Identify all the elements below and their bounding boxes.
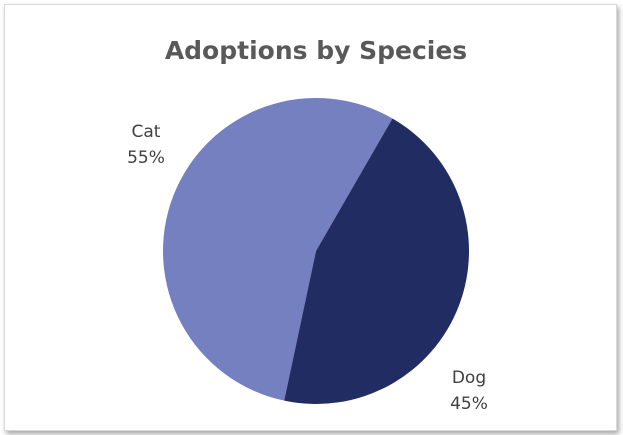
slice-label-dog-name: Dog — [452, 368, 486, 388]
pie-slice-dog — [284, 118, 469, 405]
chart-title: Adoptions by Species — [165, 36, 467, 65]
slice-label-dog-percent: 45% — [450, 394, 488, 414]
slice-label-cat-percent: 55% — [127, 148, 165, 168]
slice-label-cat-name: Cat — [132, 122, 161, 142]
pie-slices — [163, 97, 469, 405]
pie-slice-cat — [163, 97, 393, 401]
